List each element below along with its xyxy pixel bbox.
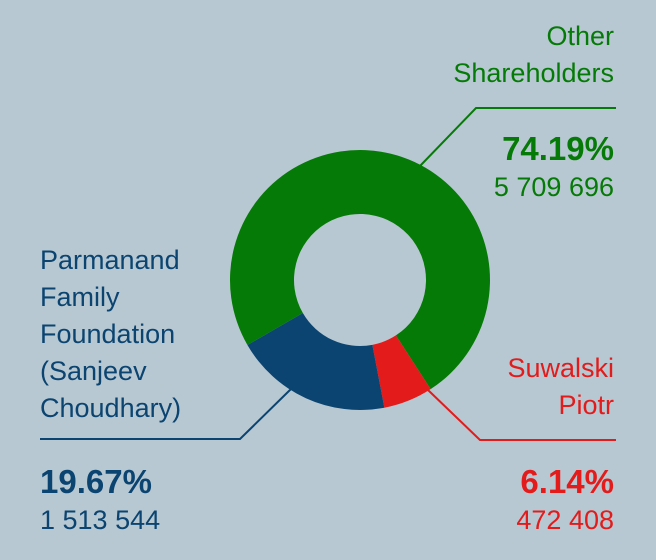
slice-name-line: Choudhary) <box>40 393 182 423</box>
slice-name-line: Shareholders <box>453 58 614 88</box>
slice-percent-suwalski: 6.14% <box>520 463 614 500</box>
slice-name-line: Foundation <box>40 319 176 349</box>
slice-name-line: Piotr <box>558 390 614 420</box>
slice-name-line: (Sanjeev <box>40 356 147 386</box>
slice-label-suwalski: Suwalski Piotr <box>507 350 614 424</box>
slice-name-line: Family <box>40 282 120 312</box>
leader-line-parmanand <box>40 387 293 440</box>
slice-label-other: Other Shareholders <box>453 18 614 92</box>
donut-slice-parmanand <box>247 313 385 410</box>
slice-value-suwalski: 472 408 <box>516 505 614 535</box>
leader-line-other <box>419 107 616 167</box>
slice-label-parmanand: Parmanand Family Foundation (Sanjeev Cho… <box>40 242 181 427</box>
slice-name-line: Suwalski <box>507 353 614 383</box>
donut-slice-suwalski <box>372 335 431 408</box>
slice-value-other: 5 709 696 <box>493 172 614 202</box>
slice-percent-parmanand: 19.67% <box>40 463 152 500</box>
leader-line-suwalski <box>427 389 616 441</box>
slice-value-parmanand: 1 513 544 <box>40 505 161 535</box>
donut-slice-other <box>230 149 490 390</box>
slice-percent-other: 74.19% <box>502 130 614 167</box>
slice-name-line: Parmanand <box>40 245 180 275</box>
slice-name-line: Other <box>546 21 614 51</box>
